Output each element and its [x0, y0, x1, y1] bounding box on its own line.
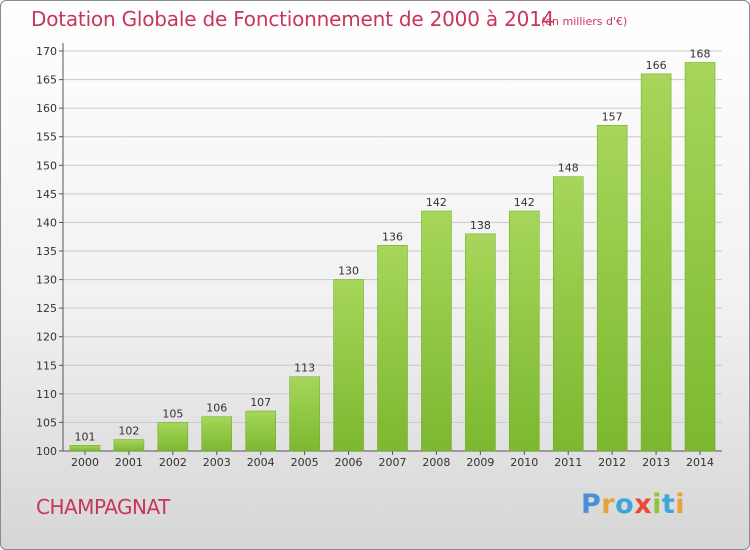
bar	[157, 422, 189, 452]
x-tick-label: 2000	[71, 456, 99, 469]
data-label: 148	[558, 162, 579, 175]
bar	[465, 233, 496, 452]
data-label: 107	[250, 396, 271, 409]
logo-letter: t	[661, 489, 676, 520]
data-label: 106	[206, 402, 227, 415]
bars	[69, 62, 716, 452]
y-tick-label: 155	[36, 131, 57, 144]
y-tick-label: 100	[36, 445, 57, 458]
chart-title: Dotation Globale de Fonctionnement de 20…	[31, 7, 555, 31]
bar	[69, 445, 101, 452]
logo-letter: o	[615, 489, 635, 520]
y-tick-label: 135	[36, 245, 57, 258]
x-tick-label: 2006	[335, 456, 363, 469]
logo-letter: x	[634, 489, 653, 520]
bar	[333, 279, 364, 452]
y-tick-label: 115	[36, 359, 57, 372]
commune-name: CHAMPAGNAT	[36, 495, 170, 519]
bar	[640, 73, 672, 452]
y-tick-label: 130	[36, 274, 57, 287]
bar	[201, 416, 233, 452]
bar	[684, 62, 716, 452]
x-tick-label: 2007	[379, 456, 407, 469]
logo-letter: i	[675, 489, 686, 520]
y-tick-label: 125	[36, 302, 57, 315]
bar	[596, 125, 628, 452]
x-tick-label: 2012	[598, 456, 626, 469]
chart-subtitle: (en milliers d'€)	[541, 15, 628, 28]
logo-letter: i	[652, 489, 662, 520]
x-tick-label: 2009	[466, 456, 494, 469]
y-tick-label: 145	[36, 188, 57, 201]
data-label: 101	[74, 430, 95, 443]
data-label: 113	[294, 362, 315, 375]
data-label: 168	[690, 47, 711, 60]
x-tick-label: 2013	[642, 456, 670, 469]
x-tick-label: 2010	[510, 456, 538, 469]
x-tick-label: 2001	[115, 456, 143, 469]
x-tick-label: 2004	[247, 456, 275, 469]
y-tick-label: 105	[36, 416, 57, 429]
x-tick-label: 2005	[291, 456, 319, 469]
data-label: 166	[646, 59, 667, 72]
y-tick-label: 170	[36, 45, 57, 58]
bar	[245, 410, 276, 452]
data-label: 130	[338, 265, 359, 278]
x-tick-label: 2003	[203, 456, 231, 469]
x-tick-label: 2002	[159, 456, 187, 469]
logo-letter: P	[581, 489, 602, 520]
y-tick-label: 120	[36, 331, 57, 344]
bar	[289, 376, 320, 452]
logo-letter: r	[601, 489, 616, 520]
data-label: 142	[514, 196, 535, 209]
data-label: 157	[602, 110, 623, 123]
x-tick-label: 2011	[554, 456, 582, 469]
labels: 100 105 110 115 120 125 130 135 140 145 150 155 160 1…	[36, 45, 714, 469]
data-label: 105	[162, 407, 183, 420]
bar	[421, 210, 452, 452]
x-tick-label: 2008	[422, 456, 450, 469]
y-tick-label: 110	[36, 388, 57, 401]
bar	[113, 439, 145, 452]
data-label: 102	[118, 425, 139, 438]
y-tick-label: 165	[36, 74, 57, 87]
bar	[552, 176, 584, 452]
bar	[509, 210, 540, 452]
data-label: 138	[470, 219, 491, 232]
x-tick-label: 2014	[686, 456, 714, 469]
data-label: 142	[426, 196, 447, 209]
y-tick-label: 150	[36, 159, 57, 172]
y-tick-label: 160	[36, 102, 57, 115]
proxiti-logo: Proxiti	[581, 489, 685, 520]
data-label: 136	[382, 230, 403, 243]
bar	[377, 245, 408, 452]
y-tick-label: 140	[36, 216, 57, 229]
